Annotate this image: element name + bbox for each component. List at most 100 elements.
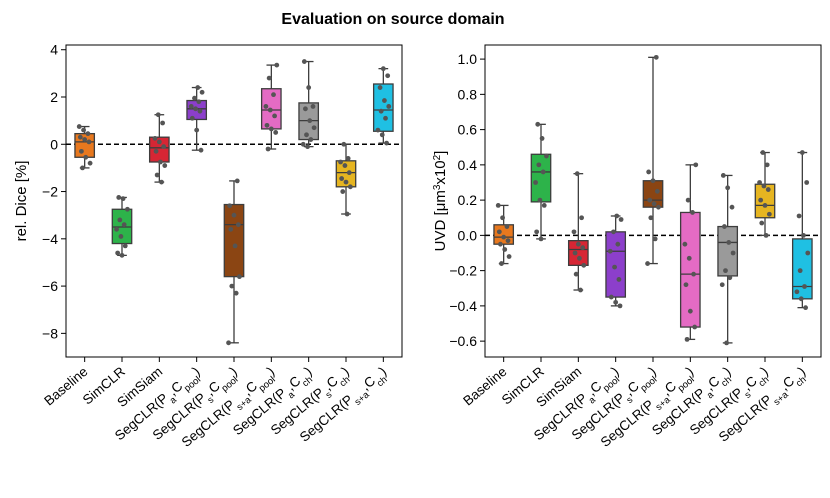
data-point [310,104,316,109]
data-point [799,150,805,155]
data-point [650,178,656,184]
data-point [726,240,732,245]
data-point [651,201,657,207]
data-point [159,179,164,185]
data-point [306,85,312,90]
data-point [152,135,158,141]
ytick-label: 0.0 [458,227,478,243]
data-point [161,144,167,150]
data-point [189,115,195,121]
data-point [233,290,239,296]
data-point [727,275,733,281]
box-segclr-ps-a-cch- [372,66,394,146]
data-point [380,66,386,72]
iqr-box [493,224,515,245]
ytick-label: 0.2 [458,192,478,208]
box-simsiam [567,171,589,293]
data-point [761,183,767,189]
data-point [682,241,688,247]
data-point [690,210,695,215]
data-point [720,173,726,178]
box-segclr-ps-a-cpool- [679,162,701,342]
data-point [656,204,661,210]
data-point [722,224,727,229]
data-point [692,324,698,330]
data-point [611,229,616,235]
data-point [340,189,346,194]
data-point [347,184,353,190]
data-point [115,250,121,256]
data-point [116,195,122,200]
data-point [608,294,614,300]
data-point [501,234,507,240]
data-point [87,160,93,166]
box-simclr [111,195,133,258]
data-point [272,113,277,119]
data-point [196,99,202,105]
data-point [544,153,549,159]
data-point [647,197,653,203]
box-segclr-pa-cch- [298,59,320,150]
ytick-label: −8 [42,325,58,341]
data-point [725,185,731,191]
data-point [227,203,233,209]
data-point [803,305,808,311]
data-point [154,172,160,178]
data-point [617,303,623,309]
data-point [797,268,803,274]
data-point [500,215,505,221]
data-point [648,215,654,221]
ytick-label: 0.6 [458,122,478,138]
data-point [117,217,123,223]
data-point [199,89,205,95]
data-point [730,250,736,256]
ytick-label: 1.0 [458,51,478,67]
box-segclr-pa-cpool- [186,85,208,153]
data-point [265,146,271,152]
iqr-box [372,83,394,132]
data-point [723,268,728,274]
data-point [81,127,86,133]
data-point [758,197,764,203]
data-point [729,204,735,210]
data-point [121,222,127,228]
data-point [266,75,272,81]
iqr-box [605,231,627,298]
data-point [119,252,125,258]
data-point [346,170,352,176]
data-point [226,340,231,346]
data-point [805,250,811,256]
data-point [572,250,578,256]
data-point [496,229,502,235]
ytick-label: −2 [42,184,58,200]
data-point [156,139,162,145]
data-point [683,282,689,288]
data-point [122,243,128,249]
data-point [536,162,542,168]
data-point [578,287,583,293]
data-point [345,156,351,161]
data-point [652,236,658,242]
data-point [158,159,163,165]
data-point [693,162,699,168]
box-segclr-pa-cpool- [605,213,627,309]
data-point [540,169,546,175]
iqr-box [530,153,552,203]
ylabel: rel. Dice [%] [13,161,30,242]
data-point [654,188,660,194]
ytick-label: 0.8 [458,86,478,102]
data-point [653,54,659,60]
data-point [308,137,314,142]
data-point [759,220,765,226]
data-point [618,217,624,222]
iqr-box [754,183,776,219]
data-point [502,247,508,252]
data-point [719,282,725,288]
data-point [646,169,652,175]
data-point [574,171,580,177]
ytick-label: 2 [50,89,58,105]
data-point [263,104,269,109]
data-point [539,136,545,141]
data-point [579,215,584,221]
data-point [760,150,766,155]
